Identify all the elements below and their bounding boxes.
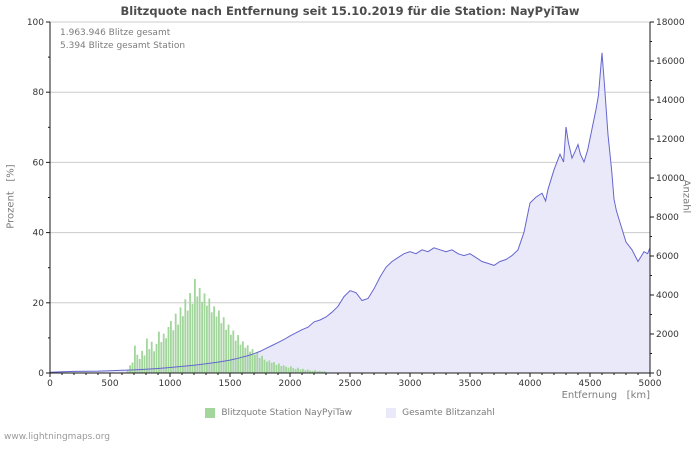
svg-text:2500: 2500	[339, 379, 362, 389]
chart-title: Blitzquote nach Entfernung seit 15.10.20…	[120, 4, 580, 18]
svg-text:20: 20	[33, 299, 45, 309]
svg-text:0: 0	[656, 369, 662, 379]
svg-text:0: 0	[47, 379, 53, 389]
annotation-station-flashes: 5.394 Blitze gesamt Station	[60, 41, 186, 51]
svg-text:10000: 10000	[656, 174, 685, 184]
svg-text:80: 80	[33, 88, 45, 98]
legend-label-station-quota: Blitzquote Station NayPyiTaw	[221, 408, 353, 418]
svg-text:4000: 4000	[656, 291, 679, 301]
legend-label-total-count: Gesamte Blitzanzahl	[402, 408, 495, 418]
svg-text:14000: 14000	[656, 96, 685, 106]
svg-text:100: 100	[27, 18, 44, 28]
svg-text:0: 0	[38, 369, 44, 379]
svg-text:1500: 1500	[219, 379, 242, 389]
svg-text:60: 60	[33, 158, 45, 168]
svg-text:40: 40	[33, 229, 45, 239]
legend-item-total-count: Gesamte Blitzanzahl	[386, 408, 495, 418]
svg-text:6000: 6000	[656, 252, 679, 262]
watermark-text: www.lightningmaps.org	[4, 432, 110, 442]
svg-text:2000: 2000	[279, 379, 302, 389]
svg-text:2000: 2000	[656, 330, 679, 340]
y-axis-label-left: Prozent [%]	[5, 164, 17, 229]
legend-swatch-total-count	[386, 408, 397, 418]
svg-text:500: 500	[101, 379, 118, 389]
svg-text:3500: 3500	[459, 379, 482, 389]
svg-text:16000: 16000	[656, 57, 685, 67]
svg-text:18000: 18000	[656, 18, 685, 28]
legend-item-station-quota: Blitzquote Station NayPyiTaw	[205, 408, 352, 418]
svg-text:8000: 8000	[656, 213, 679, 223]
svg-text:1000: 1000	[159, 379, 182, 389]
y-axis-label-right: Anzahl	[680, 179, 692, 214]
svg-text:5000: 5000	[639, 379, 662, 389]
legend-swatch-station-quota	[205, 408, 216, 418]
svg-text:4000: 4000	[519, 379, 542, 389]
stats-annotation: 1.963.946 Blitze gesamt 5.394 Blitze ges…	[60, 27, 185, 53]
svg-text:4500: 4500	[579, 379, 602, 389]
svg-text:3000: 3000	[399, 379, 422, 389]
x-axis-label: Entfernung [km]	[561, 390, 650, 401]
annotation-total-flashes: 1.963.946 Blitze gesamt	[60, 28, 171, 38]
svg-text:12000: 12000	[656, 135, 685, 145]
legend: Blitzquote Station NayPyiTaw Gesamte Bli…	[0, 408, 700, 418]
